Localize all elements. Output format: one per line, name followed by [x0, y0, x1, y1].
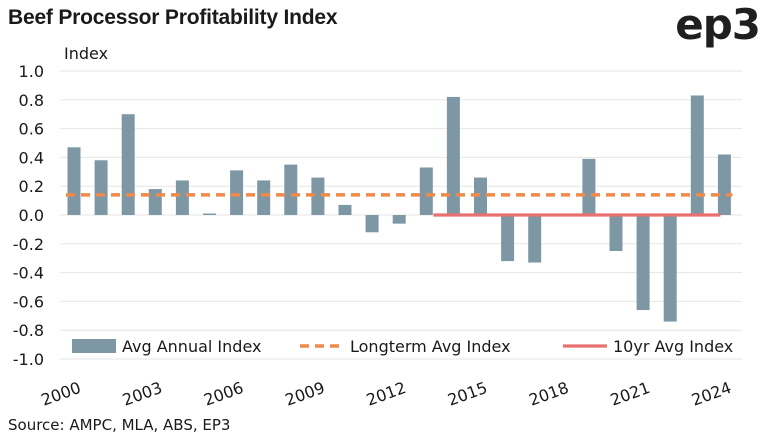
x-axis-ticks: 2000 2003 2006 2009 2012 2015 2018 2021 2024	[39, 378, 734, 410]
bar-2016	[501, 215, 515, 262]
gridlines	[60, 70, 742, 360]
bar-2020	[609, 215, 623, 251]
bar-2011	[365, 215, 379, 233]
chart-title: Beef Processor Profitability Index	[8, 6, 338, 29]
y-tick-label: 0.0	[19, 206, 44, 225]
x-tick-label: 2003	[120, 378, 165, 410]
y-tick-label: -1.0	[13, 350, 44, 369]
bar-2017	[528, 215, 542, 263]
legend: Avg Annual Index Longterm Avg Index 10yr A…	[72, 337, 733, 356]
bars	[67, 95, 731, 322]
legend-swatch-bar	[72, 339, 116, 353]
average-lines	[66, 193, 733, 217]
legend-label: 10yr Avg Index	[613, 337, 733, 356]
bar-2022	[663, 215, 677, 322]
bar-2012	[392, 215, 406, 224]
y-tick-label: -0.6	[13, 292, 44, 311]
bar-2006	[230, 170, 244, 215]
source-note: Source: AMPC, MLA, ABS, EP3	[8, 416, 231, 434]
bar-2008	[284, 164, 298, 215]
y-tick-label: 1.0	[19, 62, 44, 81]
x-tick-label: 2012	[364, 378, 409, 410]
bar-2009	[311, 177, 325, 215]
y-axis-ticks: 1.0 0.8 0.6 0.4 0.2 0.0 -0.2 -0.4 -0.6 -0.8 -1.0	[13, 62, 44, 369]
x-tick-label: 2015	[445, 378, 490, 410]
y-tick-label: -0.2	[13, 235, 44, 254]
y-tick-label: -0.8	[13, 321, 44, 340]
y-axis-unit-label: Index	[64, 44, 109, 63]
bar-2005	[203, 213, 216, 215]
y-tick-label: 0.8	[19, 91, 44, 110]
legend-label: Longterm Avg Index	[350, 337, 511, 356]
bar-2007	[257, 180, 271, 215]
bar-2010	[338, 204, 352, 215]
bar-2014	[446, 96, 460, 215]
bar-2001	[94, 160, 108, 215]
bar-2019	[582, 158, 596, 215]
y-tick-label: 0.4	[19, 148, 44, 167]
x-tick-label: 2006	[201, 378, 246, 410]
bar-2013	[419, 167, 433, 215]
x-tick-label: 2000	[39, 378, 84, 410]
y-tick-label: -0.4	[13, 264, 44, 283]
x-tick-label: 2018	[526, 378, 571, 410]
legend-label: Avg Annual Index	[122, 337, 261, 356]
bar-2024	[717, 154, 731, 215]
bar-2004	[175, 180, 189, 215]
ep3-logo: ep3	[675, 0, 761, 49]
bar-2023	[690, 95, 704, 215]
x-tick-label: 2009	[283, 378, 328, 410]
bar-2003	[148, 189, 162, 215]
bar-2021	[636, 215, 650, 311]
bar-2002	[121, 114, 135, 215]
x-tick-label: 2024	[689, 378, 734, 410]
bar-2015	[474, 177, 487, 215]
x-tick-label: 2021	[608, 378, 653, 410]
bar-2000	[67, 147, 81, 215]
y-tick-label: 0.6	[19, 120, 44, 139]
y-tick-label: 0.2	[19, 177, 44, 196]
